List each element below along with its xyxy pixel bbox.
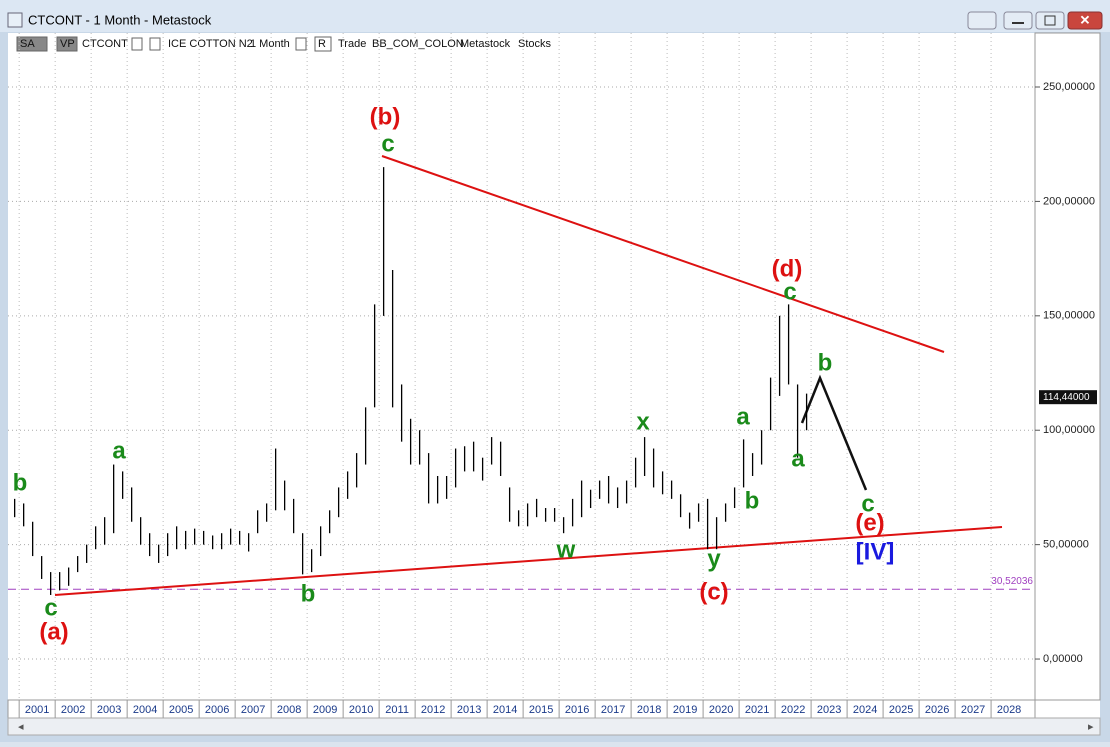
y-tick-label: 150,00000 <box>1043 310 1095 322</box>
maximize-icon <box>1044 15 1056 26</box>
x-tick-label: 2002 <box>61 704 85 716</box>
x-tick-label: 2019 <box>673 704 697 716</box>
scrollbar[interactable] <box>7 717 1101 736</box>
wave-label: (e) <box>855 509 884 536</box>
close-icon: ✕ <box>1080 12 1091 27</box>
x-tick-label: 2028 <box>997 704 1021 716</box>
y-tick-label: 50,00000 <box>1043 539 1089 551</box>
wave-label: (a) <box>39 618 68 645</box>
maximize-button[interactable] <box>1035 11 1065 30</box>
wave-label: c <box>783 278 796 305</box>
time-axis <box>7 699 1036 719</box>
wave-label: (c) <box>699 578 728 605</box>
wave-label: x <box>636 408 650 435</box>
lower-trendline <box>54 526 1003 596</box>
x-tick-label: 2009 <box>313 704 337 716</box>
app-icon <box>7 12 23 28</box>
last-price-tag <box>1039 390 1097 405</box>
wave-label: b <box>13 469 28 496</box>
x-tick-label: 2016 <box>565 704 589 716</box>
scroll-left[interactable]: ◂ <box>18 721 24 733</box>
x-tick-label: 2026 <box>925 704 949 716</box>
toolbar-item: ICE COTTON N2 <box>168 38 253 50</box>
toolbar-item: Trade <box>338 38 366 50</box>
reference-label: 30,52036 <box>991 576 1033 587</box>
last-price-label: 114,44000 <box>1043 392 1090 403</box>
toolbar-dropdown[interactable] <box>149 37 161 51</box>
toolbar: SA VP CTCONT ICE COTTON N21 Month R Trade BB_C… <box>16 36 552 52</box>
y-tick-label: 200,00000 <box>1043 195 1095 207</box>
x-tick-label: 2010 <box>349 704 373 716</box>
upper-trendline <box>381 155 945 353</box>
projection-path <box>800 374 868 491</box>
y-tick-label: 0,00000 <box>1043 653 1083 665</box>
x-tick-label: 2013 <box>457 704 481 716</box>
x-tick-label: 2018 <box>637 704 661 716</box>
toolbar-button[interactable] <box>314 36 332 52</box>
x-tick-label: 2001 <box>25 704 49 716</box>
toolbar-item[interactable]: VP <box>60 38 75 50</box>
toolbar-button[interactable] <box>16 36 48 52</box>
x-tick-label: 2017 <box>601 704 625 716</box>
x-tick-label: 2014 <box>493 704 517 716</box>
minimize-button[interactable] <box>1003 11 1033 30</box>
toolbar-item: Metastock <box>460 38 511 50</box>
toolbar-item[interactable]: R <box>318 38 326 50</box>
x-tick-label: 2020 <box>709 704 733 716</box>
x-tick-label: 2006 <box>205 704 229 716</box>
x-tick-label: 2027 <box>961 704 985 716</box>
toolbar-item: BB_COM_COLON <box>372 38 464 50</box>
wave-label: a <box>791 445 805 472</box>
x-tick-label: 2007 <box>241 704 265 716</box>
x-tick-label: 2004 <box>133 704 157 716</box>
toolbar-item: 1 Month <box>250 38 290 50</box>
x-tick-label: 2011 <box>385 704 409 716</box>
x-tick-label: 2003 <box>97 704 121 716</box>
title-bar <box>0 0 1110 32</box>
wave-label: b <box>301 580 316 607</box>
chart-panel <box>8 33 1100 718</box>
window-title: CTCONT - 1 Month - Metastock <box>28 12 212 27</box>
y-tick-label: 100,00000 <box>1043 424 1095 436</box>
wave-label: [IV] <box>856 538 895 565</box>
wave-label: c <box>861 490 874 517</box>
x-tick-label: 2025 <box>889 704 913 716</box>
wave-label: a <box>736 403 750 430</box>
toolbar-dropdown[interactable] <box>131 37 143 51</box>
x-tick-label: 2022 <box>781 704 805 716</box>
toolbar-item[interactable]: SA <box>20 38 35 50</box>
x-tick-label: 2021 <box>745 704 769 716</box>
wave-label: (b) <box>370 103 401 130</box>
scroll-right[interactable]: ▸ <box>1088 721 1094 733</box>
wave-label: (d) <box>772 255 803 282</box>
x-tick-label: 2015 <box>529 704 553 716</box>
toolbar-item: Stocks <box>518 38 552 50</box>
wave-label: y <box>707 545 721 572</box>
wave-label: c <box>381 130 394 157</box>
y-tick-label: 250,00000 <box>1043 81 1095 93</box>
wave-label: b <box>745 487 760 514</box>
toolbar-button[interactable] <box>56 36 78 52</box>
x-tick-label: 2023 <box>817 704 841 716</box>
toolbar-dropdown[interactable] <box>295 37 307 51</box>
chart: 0,00000 50,00000 100,00000 150,00000 200,000… <box>8 33 1097 718</box>
close-button[interactable] <box>1067 11 1103 30</box>
x-tick-label: 2005 <box>169 704 193 716</box>
x-tick-label: 2012 <box>421 704 445 716</box>
x-tick-label: 2008 <box>277 704 301 716</box>
price-axis <box>1034 32 1101 701</box>
wave-label: a <box>112 437 126 464</box>
wave-label: b <box>818 349 833 376</box>
wave-label: w <box>556 536 576 563</box>
x-tick-label: 2024 <box>853 704 877 716</box>
restore-menu-button[interactable] <box>967 11 997 30</box>
toolbar-item: CTCONT <box>82 38 128 50</box>
wave-label: c <box>44 594 57 621</box>
